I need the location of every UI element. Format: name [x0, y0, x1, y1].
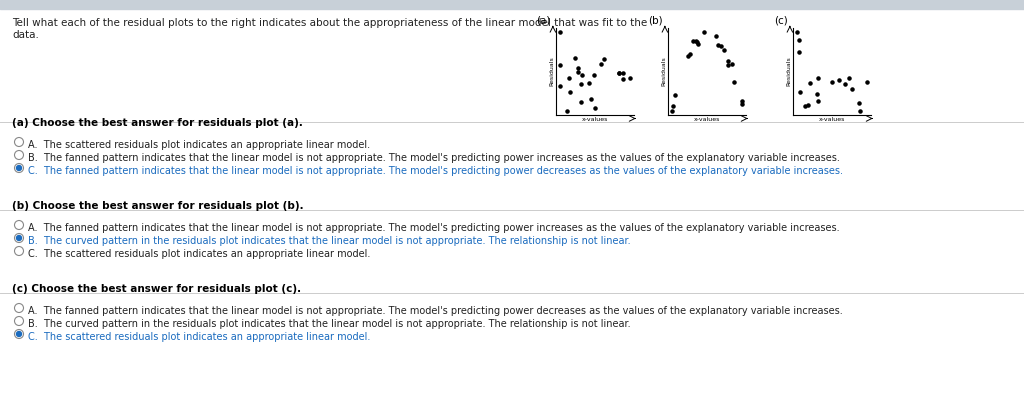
- Point: [788, 29, 805, 35]
- Point: [734, 98, 751, 104]
- Text: Tell what each of the residual plots to the right indicates about the appropriat: Tell what each of the residual plots to …: [12, 18, 647, 28]
- Point: [569, 69, 586, 75]
- Point: [844, 85, 860, 92]
- Point: [809, 74, 825, 81]
- Y-axis label: Residuals: Residuals: [660, 57, 666, 86]
- Circle shape: [14, 304, 24, 312]
- Circle shape: [14, 317, 24, 326]
- Point: [797, 103, 813, 110]
- Text: C.  The scattered residuals plot indicates an appropriate linear model.: C. The scattered residuals plot indicate…: [28, 249, 371, 259]
- Point: [572, 80, 589, 87]
- Point: [552, 61, 568, 68]
- Point: [830, 77, 847, 83]
- Point: [552, 29, 568, 35]
- Point: [837, 80, 853, 87]
- Point: [791, 37, 807, 43]
- Point: [689, 38, 706, 45]
- Text: A.  The fanned pattern indicates that the linear model is not appropriate. The m: A. The fanned pattern indicates that the…: [28, 223, 840, 233]
- Circle shape: [14, 329, 24, 339]
- Text: C.  The fanned pattern indicates that the linear model is not appropriate. The m: C. The fanned pattern indicates that the…: [28, 166, 843, 176]
- Point: [802, 79, 818, 86]
- Text: (a): (a): [537, 16, 551, 26]
- Point: [666, 103, 682, 109]
- Text: (a) Choose the best answer for residuals plot (a).: (a) Choose the best answer for residuals…: [12, 118, 303, 128]
- Point: [734, 100, 751, 107]
- Point: [551, 83, 567, 90]
- Bar: [0, 0, 1024, 9]
- Point: [688, 38, 705, 44]
- Point: [566, 54, 583, 61]
- Point: [823, 78, 840, 85]
- Circle shape: [14, 221, 24, 229]
- Circle shape: [14, 234, 24, 243]
- Text: B.  The curved pattern in the residuals plot indicates that the linear model is : B. The curved pattern in the residuals p…: [28, 236, 631, 246]
- Point: [723, 61, 739, 68]
- Point: [726, 78, 742, 85]
- Y-axis label: Residuals: Residuals: [785, 57, 791, 86]
- Point: [696, 29, 713, 35]
- Text: (b): (b): [648, 16, 663, 26]
- Point: [852, 108, 868, 114]
- Point: [664, 108, 680, 114]
- Point: [572, 98, 589, 105]
- Point: [610, 69, 627, 76]
- Point: [586, 72, 602, 79]
- Text: A.  The fanned pattern indicates that the linear model is not appropriate. The m: A. The fanned pattern indicates that the…: [28, 306, 843, 316]
- Point: [582, 80, 598, 86]
- Point: [716, 47, 732, 54]
- Point: [574, 71, 591, 78]
- Point: [851, 99, 867, 106]
- Point: [720, 62, 736, 69]
- Point: [611, 70, 628, 76]
- Point: [792, 88, 808, 95]
- Point: [710, 42, 726, 49]
- Point: [570, 64, 587, 71]
- Point: [810, 97, 826, 104]
- Point: [584, 95, 600, 102]
- Point: [708, 33, 724, 39]
- Point: [682, 51, 698, 58]
- Text: C.  The scattered residuals plot indicates an appropriate linear model.: C. The scattered residuals plot indicate…: [28, 332, 371, 342]
- X-axis label: x-values: x-values: [819, 117, 845, 122]
- Point: [808, 91, 824, 98]
- Point: [685, 38, 701, 45]
- Text: B.  The fanned pattern indicates that the linear model is not appropriate. The m: B. The fanned pattern indicates that the…: [28, 153, 840, 163]
- Point: [690, 40, 707, 47]
- Text: (c): (c): [774, 16, 787, 26]
- Point: [592, 61, 608, 68]
- Circle shape: [14, 246, 24, 256]
- Y-axis label: Residuals: Residuals: [549, 57, 554, 86]
- Point: [791, 48, 807, 55]
- Text: (c) Choose the best answer for residuals plot (c).: (c) Choose the best answer for residuals…: [12, 284, 301, 294]
- Point: [587, 104, 603, 111]
- Point: [800, 102, 816, 108]
- Point: [667, 92, 683, 98]
- Circle shape: [16, 236, 22, 241]
- Point: [596, 55, 612, 62]
- Text: A.  The scattered residuals plot indicates an appropriate linear model.: A. The scattered residuals plot indicate…: [28, 140, 370, 150]
- X-axis label: x-values: x-values: [582, 117, 608, 122]
- Point: [720, 58, 736, 65]
- Circle shape: [14, 138, 24, 146]
- Point: [623, 75, 639, 81]
- Point: [680, 53, 696, 60]
- Point: [614, 75, 631, 82]
- Text: (b) Choose the best answer for residuals plot (b).: (b) Choose the best answer for residuals…: [12, 201, 304, 211]
- Circle shape: [14, 163, 24, 173]
- Text: data.: data.: [12, 30, 39, 40]
- Point: [562, 88, 579, 95]
- Circle shape: [16, 332, 22, 337]
- Point: [614, 69, 631, 76]
- Point: [558, 108, 574, 114]
- Point: [859, 79, 876, 85]
- Circle shape: [14, 151, 24, 159]
- Point: [713, 43, 729, 50]
- Point: [561, 75, 578, 81]
- Text: B.  The curved pattern in the residuals plot indicates that the linear model is : B. The curved pattern in the residuals p…: [28, 319, 631, 329]
- Point: [841, 75, 857, 82]
- Circle shape: [16, 166, 22, 171]
- X-axis label: x-values: x-values: [694, 117, 720, 122]
